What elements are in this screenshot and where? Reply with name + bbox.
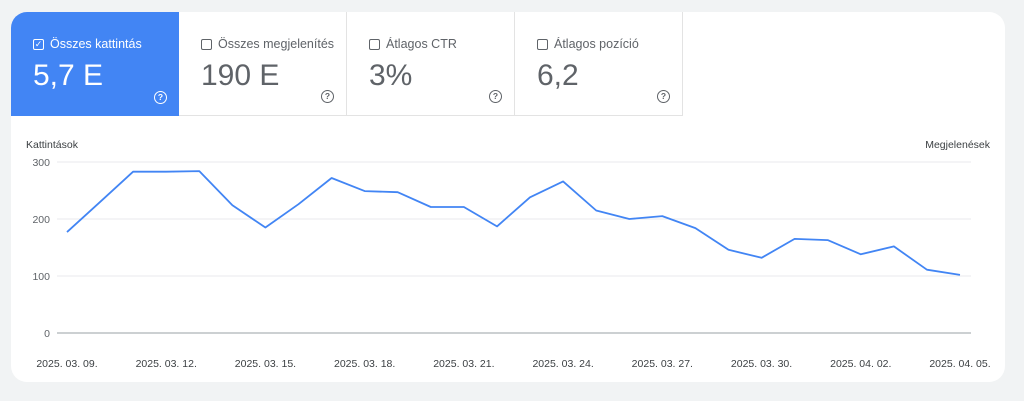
metric-total-clicks[interactable]: ✓ Összes kattintás 5,7 E ?: [11, 12, 179, 116]
help-icon[interactable]: ?: [154, 91, 167, 104]
metric-label: Átlagos pozíció: [554, 37, 639, 51]
x-tick-label: 2025. 03. 15.: [235, 358, 296, 370]
help-icon[interactable]: ?: [489, 90, 502, 103]
metric-average-position[interactable]: Átlagos pozíció 6,2 ?: [515, 12, 683, 116]
left-axis-title: Kattintások: [26, 139, 78, 151]
x-tick-label: 2025. 03. 30.: [731, 358, 792, 370]
metric-value: 5,7 E: [33, 59, 104, 92]
checkbox-unchecked-icon[interactable]: [537, 38, 548, 50]
checkbox-unchecked-icon[interactable]: [369, 38, 380, 50]
metric-label: Összes kattintás: [50, 37, 142, 51]
performance-card: ✓ Összes kattintás 5,7 E ? Összes megjel…: [11, 12, 1005, 382]
clicks-series-line: [66, 170, 961, 276]
metric-value: 3%: [369, 59, 413, 92]
x-tick-label: 2025. 03. 21.: [433, 358, 494, 370]
checkbox-checked-icon[interactable]: ✓: [33, 38, 44, 50]
clicks-line-chart: 0 100 200 300 2025. 03. 09. 2025. 03. 12. 2025…: [32, 157, 990, 370]
right-axis-title: Megjelenések: [925, 139, 990, 151]
y-tick-label: 200: [32, 214, 50, 226]
y-tick-label: 0: [44, 328, 50, 340]
help-icon[interactable]: ?: [321, 90, 334, 103]
metric-total-impressions[interactable]: Összes megjelenítés 190 E ?: [179, 12, 347, 116]
checkbox-unchecked-icon[interactable]: [201, 38, 212, 50]
metric-average-ctr[interactable]: Átlagos CTR 3% ?: [347, 12, 515, 116]
metric-label: Átlagos CTR: [386, 37, 457, 51]
x-tick-label: 2025. 04. 02.: [830, 358, 891, 370]
help-icon[interactable]: ?: [657, 90, 670, 103]
metric-tabs: ✓ Összes kattintás 5,7 E ? Összes megjel…: [11, 12, 683, 116]
metric-value: 6,2: [537, 59, 579, 92]
y-tick-label: 100: [32, 271, 50, 283]
metric-value: 190 E: [201, 59, 280, 92]
x-tick-label: 2025. 03. 18.: [334, 358, 395, 370]
y-tick-label: 300: [32, 157, 50, 169]
x-tick-label: 2025. 03. 27.: [632, 358, 693, 370]
metric-label: Összes megjelenítés: [218, 37, 335, 51]
x-tick-label: 2025. 04. 05.: [929, 358, 990, 370]
x-tick-label: 2025. 03. 12.: [136, 358, 197, 370]
x-tick-label: 2025. 03. 24.: [532, 358, 593, 370]
x-tick-label: 2025. 03. 09.: [36, 358, 97, 370]
